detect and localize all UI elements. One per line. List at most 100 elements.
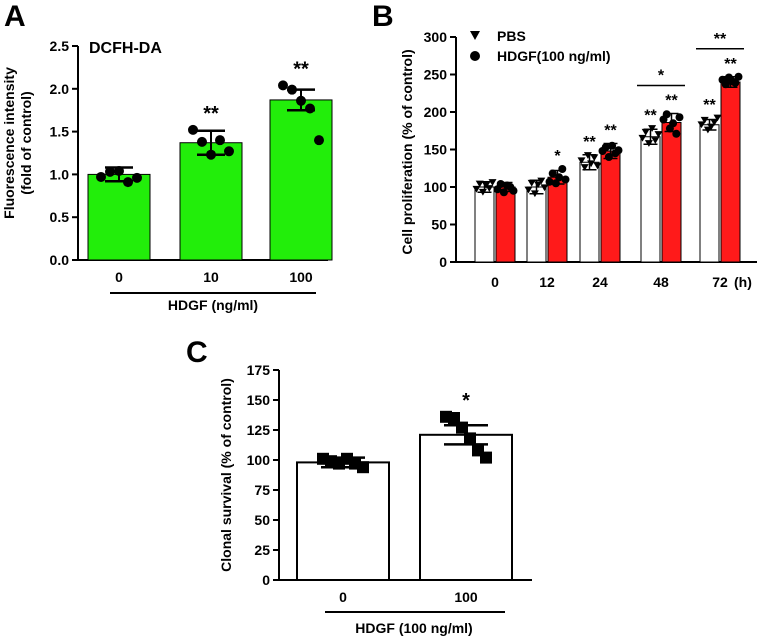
panel-b-data-point <box>734 72 743 81</box>
panel-b-data-point <box>654 131 663 138</box>
panel-c-chart: 0 25 50 75 100 125 150 175 * 0 100 Clonal surviv… <box>218 362 532 636</box>
panel-a-x-tick-labels: 0 10 100 <box>110 269 316 294</box>
panel-a-data-point <box>305 103 315 114</box>
legend-pbs-label: PBS <box>497 28 526 44</box>
panel-b-significance-label: ** <box>724 56 737 73</box>
panel-b-data-point <box>601 143 610 152</box>
panel-c-x-tick-label: 0 <box>339 589 347 605</box>
panel-b-y-label: Cell proliferation (% of control) <box>399 49 415 254</box>
panel-b-y-tick-label: 0 <box>439 254 447 270</box>
panel-b-data-point <box>700 116 709 124</box>
panel-c-data-point <box>480 451 492 464</box>
panel-b-data-point <box>561 175 570 184</box>
panel-b-y-tick-label: 200 <box>424 104 448 120</box>
panel-b-bar-pbs <box>699 124 720 263</box>
panel-b-data-point <box>499 188 508 197</box>
panel-a-x-tick-label: 100 <box>289 269 313 285</box>
panel-b-data-point <box>577 157 586 165</box>
panel-b-data-point <box>638 134 647 142</box>
panel-b-data-point <box>590 154 599 162</box>
panel-b-data-point <box>555 173 564 182</box>
panel-b-bar-hdgf <box>547 176 568 263</box>
panel-b-x-unit: (h) <box>734 274 752 290</box>
panel-b-data-point <box>527 179 536 187</box>
panel-b-significance-label: ** <box>604 123 617 140</box>
panel-b-data-point <box>580 164 589 171</box>
panel-b-y-tick-label: 250 <box>424 67 448 83</box>
panel-a-data-point <box>105 166 115 177</box>
panel-b-significance-label: ** <box>665 93 678 110</box>
panel-a-x-tick-label: 0 <box>115 269 123 285</box>
panel-b-bracket-label: * <box>658 68 665 85</box>
panel-a-significance-label: ** <box>293 58 309 80</box>
panel-a-y-label-line2: (fold of control) <box>18 91 34 194</box>
panel-b-data-point <box>608 141 617 150</box>
panel-a-significance-label: ** <box>203 103 219 125</box>
panel-b-y-tick-label: 50 <box>431 217 447 233</box>
panel-b-x-tick-label: 24 <box>592 274 608 290</box>
panel-a-y-tick-label: 2.0 <box>50 81 70 97</box>
panel-b-data-point <box>651 137 660 144</box>
panel-b-data-point <box>662 110 671 119</box>
panel-b-data-point <box>672 129 681 138</box>
panel-b-x-tick-label: 0 <box>491 274 499 290</box>
panel-a-data-point <box>314 135 324 146</box>
panel-b-data-point <box>478 188 487 196</box>
panel-b-data-point <box>583 152 592 159</box>
panel-b-data-point <box>587 160 596 168</box>
panel-c-x-tick-labels: 0 100 <box>325 589 505 613</box>
panel-c-y-tick-label: 50 <box>254 512 270 528</box>
panel-b-data-point <box>614 146 623 155</box>
panel-a-y-tick-label: 0.0 <box>50 252 70 268</box>
panel-b-bar-hdgf <box>661 122 682 263</box>
panel-b-data-point <box>707 123 716 131</box>
panel-a-annotation: DCFH-DA <box>89 40 162 57</box>
panel-b-bar-pbs <box>474 186 495 263</box>
panel-letter-b: B <box>372 0 394 33</box>
panel-b-data-point <box>669 119 678 128</box>
panel-a-data-point <box>215 135 225 146</box>
panel-b-data-point <box>534 181 543 189</box>
panel-a-data-point <box>206 149 216 160</box>
panel-a-data-point <box>188 124 198 135</box>
panel-a-data-point <box>287 84 297 95</box>
panel-a-chart: 0.0 0.5 1.0 1.5 2.0 2.5 ** ** 0 10 100 DCFH-DA F… <box>1 38 333 313</box>
panel-c-y-tick-label: 0 <box>262 572 270 588</box>
panel-b-bar-hdgf <box>720 81 741 263</box>
panel-letter-a: A <box>4 0 26 33</box>
panel-b-bracket-label: ** <box>714 31 727 48</box>
panel-c-x-label: HDGF (100 ng/ml) <box>355 620 472 636</box>
panel-b-bars: ********* ******* <box>472 31 744 263</box>
panel-a-x-label: HDGF (ng/ml) <box>168 297 258 313</box>
panel-b-significance-label: ** <box>703 97 716 114</box>
panel-c-y-tick-label: 175 <box>247 362 271 378</box>
panel-b-data-point <box>509 186 518 195</box>
panel-b-data-point <box>545 177 554 186</box>
panel-a-bar <box>179 142 243 261</box>
panel-b-bar-hdgf <box>495 186 516 263</box>
panel-a-bars: ** ** <box>87 58 333 261</box>
panel-b-data-point <box>675 113 684 122</box>
panel-b-bar-pbs <box>640 136 661 263</box>
panel-a-bar <box>87 173 151 261</box>
panel-b-significance-label: * <box>554 148 561 165</box>
panel-a-y-tick-label: 0.5 <box>50 209 70 225</box>
panel-a-x-tick-label: 10 <box>203 269 219 285</box>
panel-b-bar-pbs <box>526 186 547 263</box>
panel-c-y-label: Clonal survival (% of control) <box>218 378 234 572</box>
panel-b-significance-label: ** <box>644 108 657 125</box>
panel-a-y-tick-label: 1.0 <box>50 166 70 182</box>
panel-a-data-point <box>278 80 288 91</box>
panel-b-data-point <box>558 165 567 173</box>
panel-c-y-tick-label: 75 <box>254 482 270 498</box>
panel-b-legend: PBS HDGF(100 ng/ml) <box>470 28 611 64</box>
panel-b-data-point <box>540 184 549 192</box>
panel-b-y-tick-label: 300 <box>424 29 448 45</box>
panel-a-y-tick-label: 1.5 <box>50 124 70 140</box>
panel-b-data-point <box>593 162 602 170</box>
panel-b-x-tick-label: 72 <box>712 274 728 290</box>
panel-a-data-point <box>197 136 207 147</box>
panel-a-bar <box>269 99 333 261</box>
panel-b-data-point <box>710 119 719 126</box>
